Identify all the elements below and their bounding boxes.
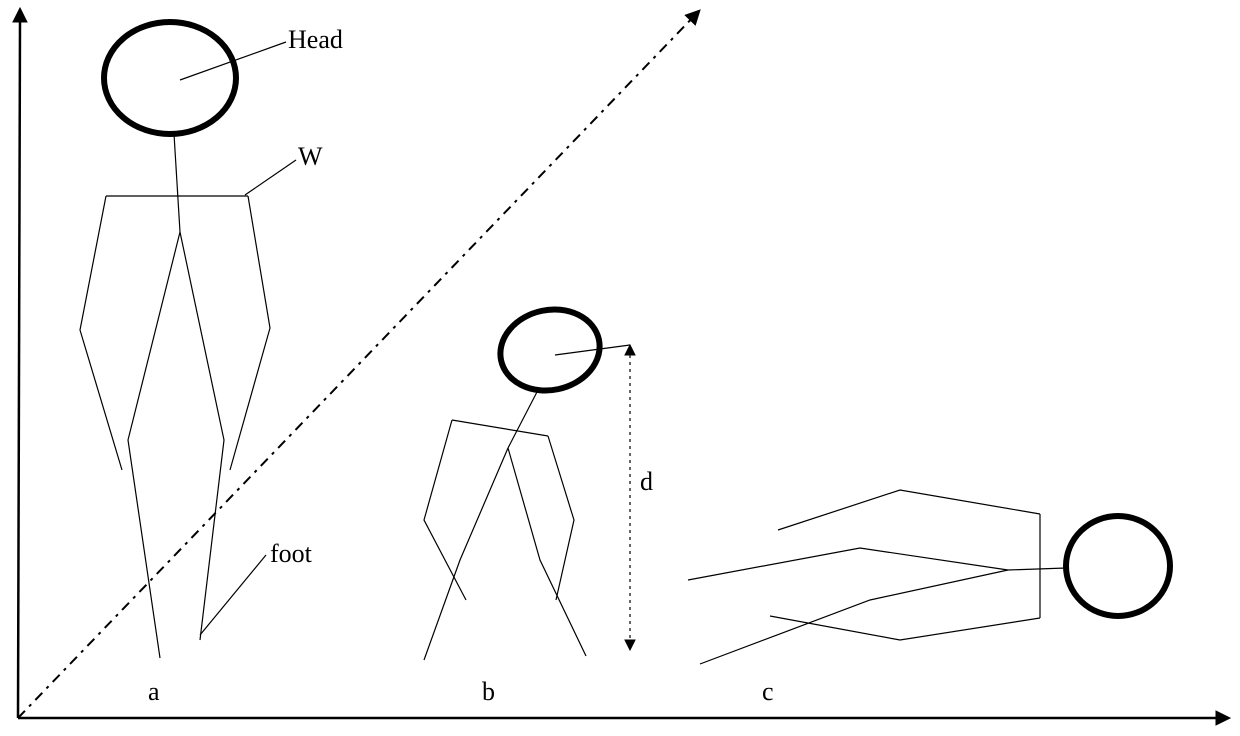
figure-b — [424, 300, 607, 660]
figure-a-left-arm — [80, 196, 122, 470]
label-head: Head — [288, 25, 343, 54]
leader-foot — [200, 555, 266, 635]
figure-c-left-leg — [688, 548, 1008, 580]
figure-a-left-leg — [128, 232, 180, 658]
figure-b-right-leg — [508, 448, 586, 656]
label-b: b — [482, 677, 495, 706]
figure-c — [688, 490, 1170, 664]
figure-c-neck — [1008, 568, 1066, 570]
leader-lines — [180, 42, 630, 635]
figure-c-left-arm — [778, 490, 1040, 530]
figure-c-right-leg — [700, 570, 1008, 664]
label-a: a — [148, 677, 160, 706]
figure-b-neck — [508, 390, 538, 448]
diagram-canvas: Head Wfoot a b c d — [0, 0, 1240, 736]
figure-a-neck — [174, 134, 180, 232]
figure-a-right-leg — [180, 232, 224, 640]
figure-a — [80, 22, 270, 658]
figure-c-head — [1066, 516, 1170, 616]
dimension-d — [625, 345, 635, 650]
figure-a-head — [104, 22, 236, 134]
figure-b-right-arm — [548, 436, 574, 600]
figure-a-right-arm — [230, 196, 270, 470]
label-w: W — [298, 142, 323, 171]
figure-b-shoulders — [452, 420, 548, 436]
label-c: c — [762, 677, 774, 706]
figure-b-left-leg — [424, 448, 508, 660]
label-foot: foot — [270, 539, 313, 568]
axes — [13, 8, 1230, 725]
figure-c-right-arm — [770, 616, 1040, 640]
label-d: d — [640, 467, 653, 496]
leader-w — [245, 160, 296, 195]
figure-b-left-arm — [424, 420, 466, 600]
leader-b_head — [555, 345, 630, 355]
